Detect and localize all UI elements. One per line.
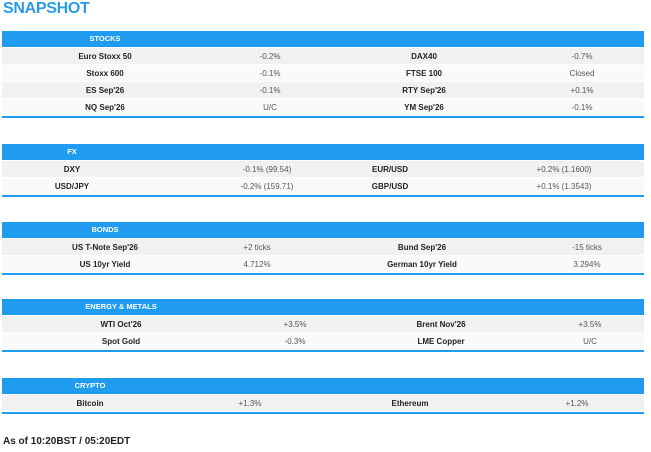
value: -0.2% xyxy=(259,52,281,61)
value: 3.294% xyxy=(573,260,601,269)
label: German 10yr Yield xyxy=(387,260,457,269)
table-row: NQ Sep'26 U/C YM Sep'26 -0.1% xyxy=(2,99,644,115)
table-row: WTI Oct'26 +3.5% Brent Nov'26 +3.5% xyxy=(2,316,644,332)
section-header: STOCKS xyxy=(2,31,644,47)
label: EUR/USD xyxy=(371,165,409,174)
label: RTY Sep'26 xyxy=(402,86,446,95)
section-header: BONDS xyxy=(2,222,644,238)
label: LME Copper xyxy=(417,337,465,346)
section-title: BONDS xyxy=(91,225,119,234)
section-rule xyxy=(2,350,644,352)
label: Brent Nov'26 xyxy=(416,320,466,329)
value: U/C xyxy=(583,337,597,346)
section-header: ENERGY & METALS xyxy=(2,299,644,315)
value: +0.1% (1.3543) xyxy=(536,182,592,191)
label: WTI Oct'26 xyxy=(100,320,142,329)
label: YM Sep'26 xyxy=(404,103,444,112)
label: DAX40 xyxy=(411,52,437,61)
value: +0.2% (1.1600) xyxy=(536,165,592,174)
value: +1.2% xyxy=(565,399,589,408)
table-row: USD/JPY -0.2% (159.71) GBP/USD +0.1% (1.354… xyxy=(2,178,644,194)
section-title: CRYPTO xyxy=(74,381,106,390)
label: ES Sep'26 xyxy=(85,86,125,95)
table-row: Spot Gold -0.3% LME Copper U/C xyxy=(2,333,644,349)
section-header: CRYPTO xyxy=(2,378,644,394)
value: -0.2% (159.71) xyxy=(240,182,294,191)
label: DXY xyxy=(63,165,81,174)
value: +2 ticks xyxy=(243,243,271,252)
table-row: US T-Note Sep'26 +2 ticks Bund Sep'26 -15 t… xyxy=(2,239,644,255)
label: GBP/USD xyxy=(371,182,409,191)
value: +3.5% xyxy=(578,320,602,329)
value: -0.3% xyxy=(284,337,306,346)
section-rule xyxy=(2,116,644,118)
label: Bund Sep'26 xyxy=(397,243,447,252)
value: 4.712% xyxy=(243,260,271,269)
table-row: Bitcoin +1.3% Ethereum +1.2% xyxy=(2,395,644,411)
section-header: FX xyxy=(2,144,644,160)
table-row: DXY -0.1% (99.54) EUR/USD +0.2% (1.1600) xyxy=(2,161,644,177)
value: U/C xyxy=(263,103,277,112)
label: Stoxx 600 xyxy=(86,69,124,78)
section-title: STOCKS xyxy=(89,34,121,43)
value: -0.1% xyxy=(259,86,281,95)
value: -0.1% (99.54) xyxy=(242,165,292,174)
label: NQ Sep'26 xyxy=(85,103,125,112)
table-row: US 10yr Yield 4.712% German 10yr Yield 3.29… xyxy=(2,256,644,272)
label: Bitcoin xyxy=(76,399,104,408)
section-title: ENERGY & METALS xyxy=(85,302,157,311)
value: -0.1% xyxy=(259,69,281,78)
value: +1.3% xyxy=(238,399,262,408)
label: US 10yr Yield xyxy=(79,260,131,269)
value: Closed xyxy=(569,69,595,78)
section-rule xyxy=(2,412,644,414)
table-row: Euro Stoxx 50 -0.2% DAX40 -0.7% xyxy=(2,48,644,64)
value: -0.1% xyxy=(571,103,593,112)
label: Euro Stoxx 50 xyxy=(78,52,132,61)
value: -15 ticks xyxy=(572,243,602,252)
footer: As of 10:20BST / 05:20EDT xyxy=(3,436,131,447)
label: USD/JPY xyxy=(54,182,90,191)
label: Spot Gold xyxy=(101,337,141,346)
label: US T-Note Sep'26 xyxy=(72,243,138,252)
table-row: Stoxx 600 -0.1% FTSE 100 Closed xyxy=(2,65,644,81)
section-rule xyxy=(2,273,644,275)
value: +0.1% xyxy=(570,86,594,95)
label: FTSE 100 xyxy=(405,69,443,78)
title: SNAPSHOT xyxy=(3,0,90,17)
section-title: FX xyxy=(67,147,77,156)
table-row: ES Sep'26 -0.1% RTY Sep'26 +0.1% xyxy=(2,82,644,98)
value: -0.7% xyxy=(571,52,593,61)
label: Ethereum xyxy=(391,399,429,408)
value: +3.5% xyxy=(283,320,307,329)
section-rule xyxy=(2,195,644,197)
